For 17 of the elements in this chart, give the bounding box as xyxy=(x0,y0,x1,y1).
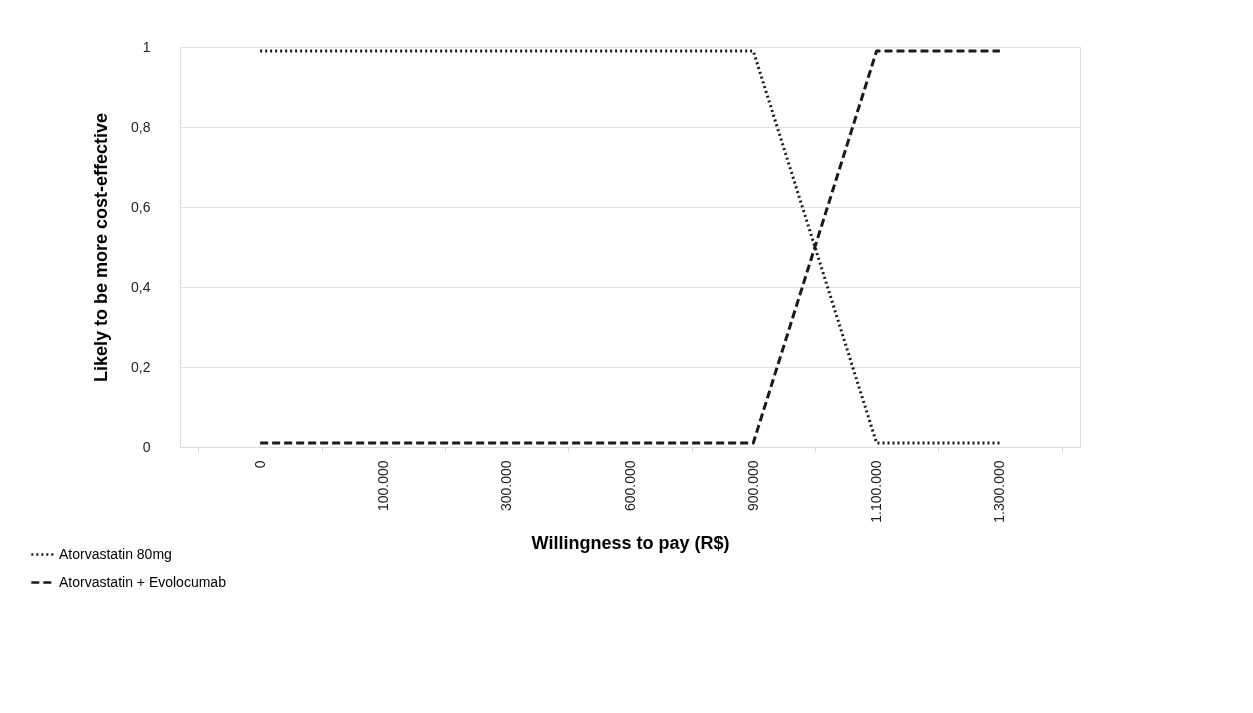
x-tick-label: 0 xyxy=(251,460,268,469)
y-tick-label: 0 xyxy=(142,438,151,455)
x-axis-title: Willingness to pay (R$) xyxy=(531,532,730,553)
x-tick-label: 1.300.000 xyxy=(991,460,1008,523)
legend-label: Atorvastatin + Evolocumab xyxy=(59,573,227,590)
x-tick-label: 1.100.000 xyxy=(868,460,885,523)
y-tick-label: 1 xyxy=(142,38,151,55)
legend-label: Atorvastatin 80mg xyxy=(59,545,172,562)
y-tick-label: 0,2 xyxy=(131,358,151,375)
x-tick-label: 100.000 xyxy=(374,460,391,512)
x-tick-label: 600.000 xyxy=(621,460,638,512)
y-tick-label: 0,6 xyxy=(131,198,151,215)
y-tick-label: 0,4 xyxy=(131,278,151,295)
x-tick-label: 300.000 xyxy=(498,460,515,512)
y-tick-label: 0,8 xyxy=(131,118,151,135)
x-tick-label: 900.000 xyxy=(744,460,761,512)
y-axis-title: Likely to be more cost-effective xyxy=(91,112,112,383)
